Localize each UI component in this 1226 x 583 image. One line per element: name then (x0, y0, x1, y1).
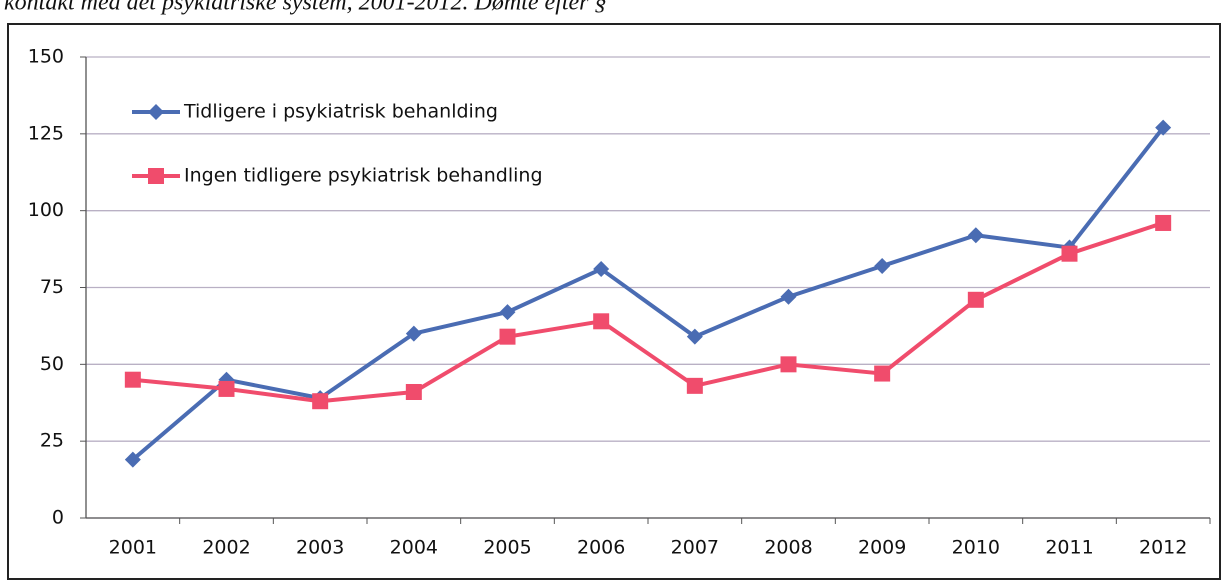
legend-label: Tidligere i psykiatrisk behanlding (183, 101, 498, 123)
x-tick-label: 2006 (577, 537, 625, 559)
x-tick-label: 2002 (202, 537, 250, 559)
data-point (1155, 214, 1172, 231)
caption: kontakt med det psykiatriske system, 200… (4, 0, 607, 16)
x-tick-label: 2004 (390, 537, 438, 559)
y-tick-label: 0 (52, 507, 64, 529)
data-point (874, 365, 891, 382)
data-point (686, 328, 703, 345)
x-tick-label: 2009 (858, 537, 906, 559)
x-tick-label: 2008 (764, 537, 812, 559)
y-tick-label: 125 (28, 122, 64, 144)
x-tick-label: 2010 (952, 537, 1000, 559)
x-tick-label: 2005 (483, 537, 531, 559)
legend-label: Ingen tidligere psykiatrisk behandling (184, 165, 543, 187)
y-tick-label: 75 (40, 276, 64, 298)
data-point (593, 313, 610, 330)
legend-marker (148, 168, 164, 184)
series-line (131, 126, 1165, 462)
x-tick-label: 2012 (1139, 537, 1187, 559)
y-tick-label: 25 (40, 430, 64, 452)
data-point (1061, 245, 1078, 262)
legend-marker (148, 104, 164, 120)
data-point (780, 356, 797, 373)
data-point (499, 304, 516, 321)
x-tick-label: 2001 (109, 537, 157, 559)
data-point (312, 393, 329, 410)
data-point (124, 451, 141, 468)
data-point (124, 371, 141, 388)
data-point (686, 377, 703, 394)
y-tick-label: 50 (40, 353, 64, 375)
y-tick-label: 150 (28, 46, 64, 68)
data-point (967, 291, 984, 308)
frame (7, 23, 1221, 580)
data-point (405, 325, 422, 342)
data-point (405, 383, 422, 400)
x-tick-label: 2011 (1045, 537, 1093, 559)
data-point (218, 380, 235, 397)
x-tick-label: 2007 (671, 537, 719, 559)
data-point (780, 288, 797, 305)
y-tick-label: 100 (28, 199, 64, 221)
data-point (499, 328, 516, 345)
data-point (593, 261, 610, 278)
data-point (1155, 119, 1172, 136)
series-line (132, 221, 1164, 404)
x-tick-label: 2003 (296, 537, 344, 559)
data-point (874, 257, 891, 274)
data-point (967, 227, 984, 244)
